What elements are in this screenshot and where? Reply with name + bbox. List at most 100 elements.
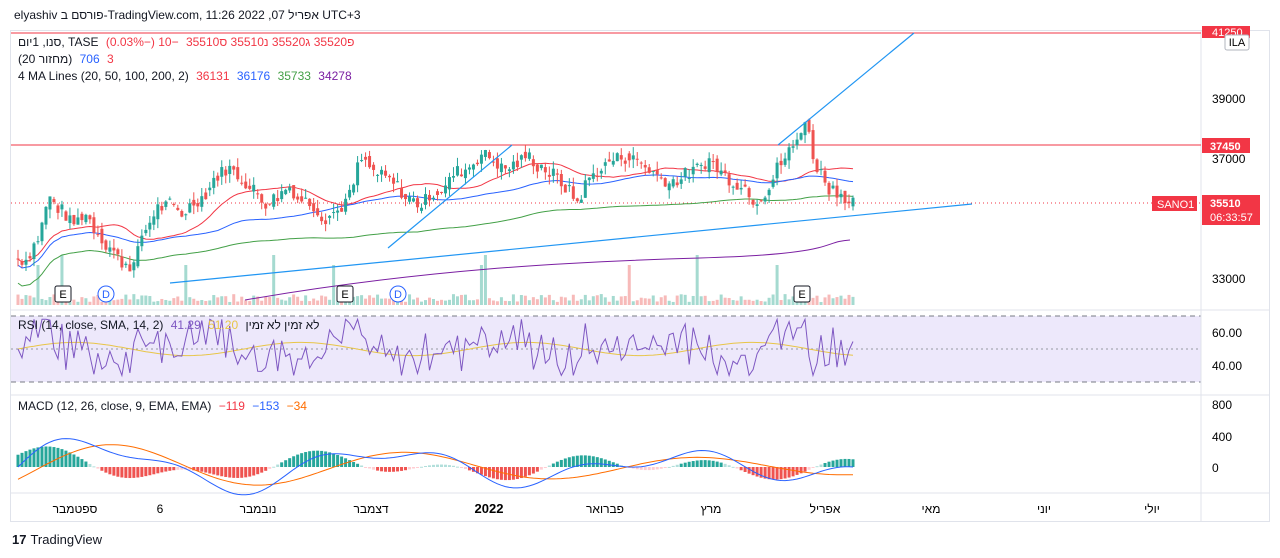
volume-bar [639,297,643,305]
volume-legend[interactable]: (20 מחזור) 3 706 [18,52,118,66]
candle-body [791,146,795,148]
candle-body [691,166,695,175]
candle-body [647,167,651,173]
volume-bar [699,296,703,305]
ma20-value: 36131 [196,69,230,83]
volume-bar [827,294,831,305]
volume-bar [511,294,515,305]
candle-body [24,259,28,265]
earnings-marker-3[interactable]: E [793,285,811,303]
volume-value: 3 [106,52,114,66]
volume-bar [547,294,551,305]
volume-bar [831,298,835,305]
trendline-support[interactable] [169,203,973,284]
macd-histogram-bar [416,467,420,468]
candle-body [204,192,208,200]
ma50-line [17,174,854,269]
volume-bar [372,297,376,305]
volume-bar [328,299,332,305]
ila-badge[interactable]: ILA [1224,34,1250,51]
volume-bar [843,298,847,305]
macd-histogram-bar [691,461,695,467]
macd-histogram-bar [236,467,240,478]
volume-bar [16,294,20,305]
macd-histogram-bar [607,460,611,467]
macd-hist-value: −119 [218,399,245,413]
time-label: אפריל [810,502,841,516]
countdown: 06:33:57 [1210,212,1253,224]
candle-body [563,184,567,193]
macd-histogram-bar [583,455,587,467]
candle-body [627,153,631,161]
macd-histogram-bar [515,467,519,480]
candle-body [547,174,551,177]
candle-body [571,186,575,199]
macd-histogram-bar [695,460,699,467]
volume-bar [603,297,607,305]
macd-histogram-bar [535,467,539,472]
volume-bar [116,299,120,305]
macd-histogram-bar [204,467,208,473]
macd-histogram-bar [164,467,168,472]
macd-histogram-bar [208,467,212,474]
volume-bar [204,301,208,305]
earnings-marker-2[interactable]: E [336,285,354,303]
earnings-label: E [341,289,348,301]
volume-bar [487,298,491,305]
candle-body [747,188,751,198]
ohlc-values: פ35520 ג35520 נ35510 ס35510 [185,35,355,49]
time-label: ספטמבר [53,502,98,516]
candle-body [783,158,787,165]
candle-body [64,211,68,221]
macd-histogram-bar [96,467,100,469]
volume-bar [835,297,839,305]
candle-body [499,163,503,173]
volume-bar [791,296,795,305]
trendline-steep[interactable] [387,144,513,249]
volume-label: (20 מחזור) [18,52,73,66]
header-title: elyashiv פורסם ב-TradingView.com, 11:26 … [14,8,361,22]
symbol-legend[interactable]: סנו, 1יום, TASE פ35520 ג35520 נ35510 ס35… [18,35,358,49]
chart-frame[interactable] [10,30,1270,522]
volume-bar [140,295,144,305]
dividend-marker-1[interactable]: D [97,285,115,303]
macd-histogram-bar [791,467,795,477]
volume-bar [779,300,783,305]
macd-histogram-bar [264,467,268,471]
macd-histogram-bar [288,458,292,467]
volume-bar [272,255,276,305]
macd-histogram-bar [80,459,84,467]
candle-body [84,214,88,223]
candle-body [404,194,408,200]
candle-body [839,193,843,198]
volume-bar [308,301,312,305]
macd-histogram-bar [679,463,683,467]
candle-body [643,164,647,168]
candle-body [420,207,424,211]
candle-body [20,261,24,265]
candle-body [491,161,495,163]
volume-bar [192,298,196,305]
ma-legend[interactable]: 4 MA Lines (20, 50, 100, 200, 2) 36131 3… [18,69,356,83]
macd-histogram-bar [447,465,451,467]
rsi-legend[interactable]: RSI (14, close, SMA, 14, 2) 41.29 51.20 … [18,318,324,332]
macd-histogram-bar [463,467,467,469]
macd-histogram-bar [811,467,815,468]
volume-bar [388,298,392,305]
tradingview-footer[interactable]: 17 TradingView [12,532,102,547]
candle-body [380,169,384,175]
macd-legend[interactable]: MACD (12, 26, close, 9, EMA, EMA) −119 −… [18,399,311,413]
volume-bar [739,296,743,305]
volume-bar [20,298,24,305]
earnings-marker-1[interactable]: E [54,285,72,303]
macd-histogram-bar [511,467,515,480]
macd-histogram-bar [256,467,260,475]
dividend-marker-2[interactable]: D [389,285,407,303]
candle-body [635,158,639,160]
macd-histogram-bar [392,467,396,472]
trendline-breakout[interactable] [777,32,915,146]
candle-body [771,179,775,187]
volume-bar [439,299,443,305]
macd-histogram-bar [723,463,727,467]
